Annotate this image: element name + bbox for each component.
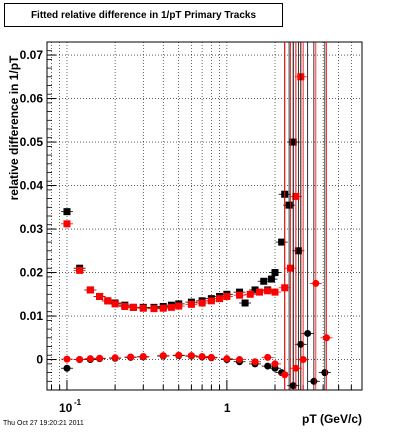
data-point-circle — [297, 340, 305, 348]
y-tick-label: 0.06 — [20, 92, 44, 106]
data-point-square — [187, 300, 195, 308]
data-point-square — [150, 305, 158, 313]
data-point-circle — [321, 369, 329, 377]
data-point-square — [271, 288, 279, 296]
title-box: Fitted relative difference in 1/pT Prima… — [4, 3, 283, 27]
data-point-circle — [159, 352, 167, 360]
data-point-circle — [223, 355, 231, 363]
timestamp-footer: Thu Oct 27 19:20:21 2011 — [3, 420, 84, 427]
data-point-circle — [264, 362, 272, 370]
data-point-square — [63, 208, 71, 216]
data-point-circle — [299, 356, 307, 364]
data-point-square — [278, 238, 286, 246]
x-tick-label: 1 — [224, 401, 231, 415]
y-tick-label: 0.02 — [20, 266, 44, 280]
data-point-square — [246, 290, 254, 298]
data-point-square — [285, 201, 293, 209]
data-point-square — [223, 292, 231, 300]
data-point-circle — [127, 353, 135, 361]
y-tick-label: 0.07 — [20, 48, 44, 62]
data-point-circle — [86, 355, 94, 363]
y-tick-label: 0.03 — [20, 222, 44, 236]
data-point-square — [294, 247, 302, 255]
data-point-circle — [310, 377, 318, 385]
data-point-circle — [207, 353, 215, 361]
data-point-circle — [281, 371, 289, 379]
data-point-circle — [236, 356, 244, 364]
data-point-circle — [312, 279, 320, 287]
chart-title: Fitted relative difference in 1/pT Prima… — [30, 10, 257, 21]
data-point-square — [167, 303, 175, 311]
y-tick-label: 0.01 — [20, 309, 44, 323]
axis-ticks: 10 -1 100.010.020.030.040.050.060.07 — [20, 48, 363, 415]
data-point-circle — [198, 353, 206, 361]
data-point-square — [256, 288, 264, 296]
data-point-square — [236, 291, 244, 299]
data-point-square — [267, 275, 275, 283]
data-point-square — [207, 297, 215, 305]
data-point-square — [96, 292, 104, 300]
data-point-square — [264, 287, 272, 295]
data-point-circle — [96, 354, 104, 362]
data-point-circle — [304, 329, 312, 337]
data-point-square — [121, 302, 129, 310]
data-point-square — [271, 269, 279, 277]
data-point-square — [251, 286, 259, 294]
data-point-circle — [323, 334, 331, 342]
data-point-circle — [63, 364, 71, 372]
data-point-circle — [111, 354, 119, 362]
y-tick-label: 0 — [36, 353, 43, 367]
y-tick-label: 0.05 — [20, 135, 44, 149]
data-point-square — [129, 303, 137, 311]
y-axis-label: relative difference in 1/pT — [7, 55, 21, 201]
plot-frame — [46, 41, 363, 391]
data-point-circle — [289, 382, 297, 390]
y-tick-label: 0.04 — [20, 179, 44, 193]
data-point-square — [76, 266, 84, 274]
data-point-circle — [76, 356, 84, 364]
data-point-square — [111, 300, 119, 308]
data-point-square — [63, 220, 71, 228]
data-point-square — [159, 304, 167, 312]
data-point-circle — [292, 364, 300, 372]
x-axis-label: pT (GeV/c) — [301, 412, 362, 426]
data-point-circle — [139, 353, 147, 361]
grid-lines — [47, 42, 363, 390]
data-point-circle — [271, 360, 279, 368]
x-tick-label-exponent: -1 — [74, 398, 82, 407]
data-point-circle — [63, 355, 71, 363]
data-point-square — [175, 302, 183, 310]
data-marks — [60, 42, 333, 390]
data-point-circle — [264, 353, 272, 361]
data-point-circle — [175, 351, 183, 359]
data-point-square — [216, 295, 224, 303]
data-point-square — [104, 297, 112, 305]
data-point-square — [139, 304, 147, 312]
x-tick-label: 10 — [59, 401, 73, 415]
data-point-square — [260, 277, 268, 285]
data-point-circle — [187, 352, 195, 360]
data-point-square — [287, 264, 295, 272]
data-point-circle — [251, 358, 259, 366]
data-point-square — [241, 299, 249, 307]
data-point-square — [86, 286, 94, 294]
data-point-square — [198, 299, 206, 307]
